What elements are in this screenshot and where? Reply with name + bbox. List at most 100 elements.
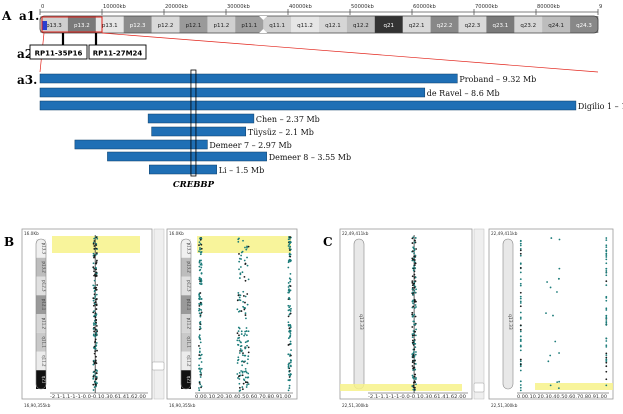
probe-dot xyxy=(605,321,608,324)
probe-dot xyxy=(93,302,96,305)
probe-dot xyxy=(289,326,292,329)
probe-dot xyxy=(95,375,98,378)
probe-dot xyxy=(96,237,99,240)
probe-dot xyxy=(288,249,291,251)
probe-dot xyxy=(519,316,522,319)
chromosome-strip: p13.3 p13.2 p12.3 p12.1 p11.2 q11.1 q11.2 q21 xyxy=(180,238,192,390)
probe-dot xyxy=(92,242,95,245)
probe-dot xyxy=(198,328,201,331)
ruler-tick-label: 60000kb xyxy=(413,4,437,10)
probe-dot xyxy=(412,369,414,371)
probe-dot xyxy=(245,386,248,388)
probe-dot xyxy=(414,291,417,294)
probe-dot xyxy=(605,271,608,274)
gene-box xyxy=(190,69,197,177)
probe-dot xyxy=(411,353,414,356)
probe-dot xyxy=(246,245,248,248)
probe-dot xyxy=(413,340,416,342)
probe-dot xyxy=(238,386,241,389)
probe-dot xyxy=(241,388,244,391)
probe-dot xyxy=(413,375,416,378)
probe-dot xyxy=(605,270,608,272)
probe-dot xyxy=(414,381,417,384)
probe-dot xyxy=(198,282,201,285)
probe-dot xyxy=(242,290,245,293)
probe-dot xyxy=(94,350,97,353)
chromosome-strip: q13.33 xyxy=(353,238,365,390)
probe-dot xyxy=(414,373,417,376)
probe-dot xyxy=(95,252,98,254)
probe-dot xyxy=(241,374,244,377)
probe-dot xyxy=(93,386,96,389)
probe-dot xyxy=(411,275,414,278)
probe-dot xyxy=(236,299,239,302)
probe-dot xyxy=(198,250,200,253)
probe-dot xyxy=(238,237,240,240)
probe-dot xyxy=(239,266,242,268)
deletion-label: Li – 1.5 Mb xyxy=(219,166,265,175)
probe-dot xyxy=(412,384,415,387)
probe-dot xyxy=(519,266,522,269)
log-ratio-plot: 16.0Kb 16,90,355kb p13.3 p13.2 p12.3 p12.1 p11… xyxy=(21,228,153,408)
chromosome-band-label: q21 xyxy=(42,376,47,384)
probe-dot xyxy=(414,378,417,380)
probe-dot xyxy=(414,254,417,257)
deletion-bar xyxy=(151,126,247,137)
probe-dot xyxy=(519,262,522,265)
probe-dot xyxy=(244,246,246,249)
probe-dot xyxy=(413,298,416,301)
probe-dot xyxy=(411,311,414,314)
probe-dot xyxy=(413,257,415,259)
probe-dot xyxy=(94,295,97,298)
probe-dot xyxy=(237,356,240,359)
top-coordinate: 22,49,411kb xyxy=(342,231,369,236)
probe-dot xyxy=(411,288,414,291)
probe-dot xyxy=(605,254,608,256)
probe-dot xyxy=(413,249,416,252)
probe-dot xyxy=(413,255,416,258)
probe-dot xyxy=(199,247,201,249)
probe-dot xyxy=(94,347,97,350)
chromosome-band-label: q13.33 xyxy=(507,314,513,330)
probe-dot xyxy=(198,312,201,315)
scroll-thumb-B xyxy=(151,361,165,371)
probe-dot xyxy=(411,250,414,253)
panel-label-A: A xyxy=(1,9,12,23)
chromosome-band xyxy=(36,295,46,314)
probe-dot xyxy=(289,312,292,315)
probe-dot xyxy=(605,378,608,381)
probe-dot xyxy=(93,237,96,240)
probe-dot xyxy=(95,298,98,300)
centromere-constriction xyxy=(259,16,268,33)
probe-dot xyxy=(95,342,98,344)
log-ratio-plot: 22,49,411kb 22,51,300kb q13.33 -2.1-1.1-1-1… xyxy=(339,228,473,408)
probe-dot xyxy=(412,293,415,296)
probe-dot xyxy=(413,273,416,276)
ruler-tick-label: 50000kb xyxy=(351,4,375,10)
probe-dot xyxy=(289,343,292,346)
probe-dot xyxy=(95,333,98,335)
probe-dot xyxy=(92,375,95,378)
probe-dot xyxy=(199,278,202,281)
probe-dot xyxy=(95,344,98,347)
probe-dot xyxy=(242,382,245,385)
probe-dot xyxy=(519,344,522,347)
probe-dot xyxy=(414,237,417,239)
probe-dot xyxy=(413,330,416,333)
deletion-label: Tüysüz – 2.1 Mb xyxy=(248,128,314,137)
probe-dot xyxy=(238,296,241,299)
chromosome-band-label: p13.2 xyxy=(187,261,192,273)
probe-dot xyxy=(413,266,416,269)
probe-dot xyxy=(92,284,95,287)
probe-box xyxy=(29,44,88,60)
probe-dot xyxy=(556,291,558,293)
probe-dot xyxy=(605,252,608,255)
probe-dot xyxy=(413,313,416,316)
probe-dot xyxy=(245,371,248,374)
probe-dot xyxy=(238,382,241,385)
probe-dot xyxy=(95,293,98,296)
probe-label: RP11-35P16 xyxy=(35,50,83,58)
ideogram-band xyxy=(95,16,124,33)
probe-dot xyxy=(240,310,243,312)
probe-dot xyxy=(413,284,416,287)
